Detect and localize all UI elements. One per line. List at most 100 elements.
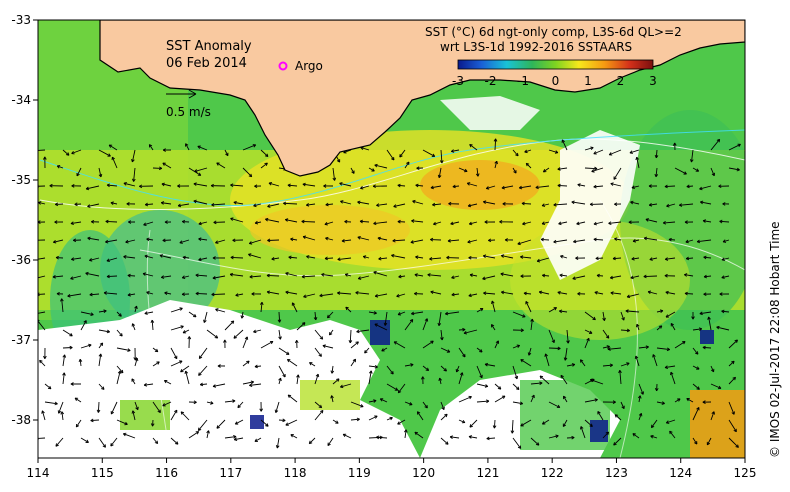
vector-arrow-icon [161,183,172,187]
vector-arrow-head [72,238,77,243]
vector-arrow-icon [686,398,694,403]
vector-arrow-icon [260,162,268,169]
vector-arrow-icon [337,292,352,295]
vector-arrow-icon [638,413,642,421]
vector-arrow-head [324,221,328,226]
current-vectors [38,138,741,449]
vector-arrow-head [392,238,396,243]
vector-arrow-icon [432,203,442,206]
vector-arrow-head [56,165,61,169]
vector-arrow-head [259,408,264,412]
vector-arrow-icon [127,274,136,277]
vector-arrow-head [180,368,184,373]
vector-arrow-icon [548,401,561,408]
vector-arrow-head [90,418,94,423]
vector-arrow-head [579,359,584,363]
vector-arrow-head [144,202,149,207]
vector-arrow-icon [391,254,406,259]
vector-arrow-icon [566,329,569,344]
x-tick-label: 120 [412,466,435,480]
vector-arrow-head [391,253,395,258]
vector-arrow-head [197,172,202,176]
vector-arrow-head [215,308,219,312]
vector-arrow-icon [288,256,298,259]
vector-arrow-head [696,239,701,244]
vector-arrow-head [327,442,331,447]
vector-arrow-icon [249,383,262,386]
vector-arrow-icon [314,311,317,320]
vector-arrow-icon [656,325,663,331]
vector-arrow-icon [368,370,372,385]
vector-arrow-icon [134,358,138,367]
vector-arrow-head [198,237,202,241]
vector-arrow-icon [234,437,244,441]
vector-arrow-icon [170,347,178,359]
vector-arrow-head [645,345,649,349]
vector-arrow-icon [728,143,741,151]
vector-arrow-icon [267,203,280,208]
vector-arrow-head [430,237,434,242]
vector-arrow-icon [440,365,447,372]
vector-arrow-icon [576,221,586,225]
vector-arrow-icon [563,395,568,403]
vector-arrow-head [339,182,343,186]
vector-arrow-head [71,257,75,261]
vector-arrow-head [319,336,324,340]
vector-arrow-head [556,404,561,409]
vector-arrow-head [573,239,577,244]
vector-arrow-icon [110,437,118,447]
vector-arrow-head [336,378,340,382]
vector-arrow-icon [162,401,172,407]
vector-arrow-head [703,255,707,260]
vector-arrow-head [502,202,506,206]
vector-arrow-head [482,254,487,259]
vector-arrow-icon [494,340,499,349]
vector-arrow-head [542,169,547,173]
vector-arrow-head [339,384,344,389]
vector-arrow-head [492,425,497,429]
vector-arrow-icon [111,156,118,169]
vector-arrow-head [594,166,598,171]
vector-arrow-head [194,169,198,173]
vector-arrow-head [131,158,135,163]
vector-arrow-head [538,290,543,295]
vector-arrow-icon [691,149,694,163]
colorbar [457,59,654,70]
vector-arrow-head [198,221,202,226]
vector-arrow-head [110,201,114,205]
vector-arrow-head [74,397,79,401]
vector-arrow-icon [374,323,388,331]
vector-arrow-icon [697,239,712,243]
vector-arrow-icon [593,221,604,225]
vector-arrow-icon [649,257,658,260]
vector-arrow-icon [651,419,658,428]
vector-arrow-head [322,344,326,348]
vector-arrow-head [443,368,447,372]
vector-arrow-head [174,441,179,445]
vector-arrow-icon [411,311,424,315]
vector-arrow-head [469,273,474,277]
vector-arrow-head [706,441,711,446]
vector-arrow-icon [476,167,479,177]
vector-arrow-icon [398,275,406,278]
vector-arrow-head [557,290,561,295]
vector-arrow-head [318,404,323,409]
vector-arrow-icon [404,364,414,367]
vector-arrow-icon [668,238,676,241]
vector-arrow-head [614,237,618,241]
vector-arrow-icon [70,221,82,225]
vector-arrow-head [390,371,394,375]
vector-arrow-icon [613,167,622,180]
vector-arrow-head [684,273,688,277]
vector-arrow-icon [38,437,46,439]
vector-arrow-icon [438,311,442,326]
vector-arrow-head [602,317,606,321]
vector-arrow-head [491,300,495,304]
vector-arrow-icon [188,311,197,318]
vector-arrow-icon [631,185,640,189]
vector-arrow-icon [350,341,359,349]
vector-arrow-head [274,409,279,413]
vector-arrow-icon [249,275,262,278]
vector-arrow-icon [649,203,658,206]
vector-arrow-icon [584,419,593,427]
